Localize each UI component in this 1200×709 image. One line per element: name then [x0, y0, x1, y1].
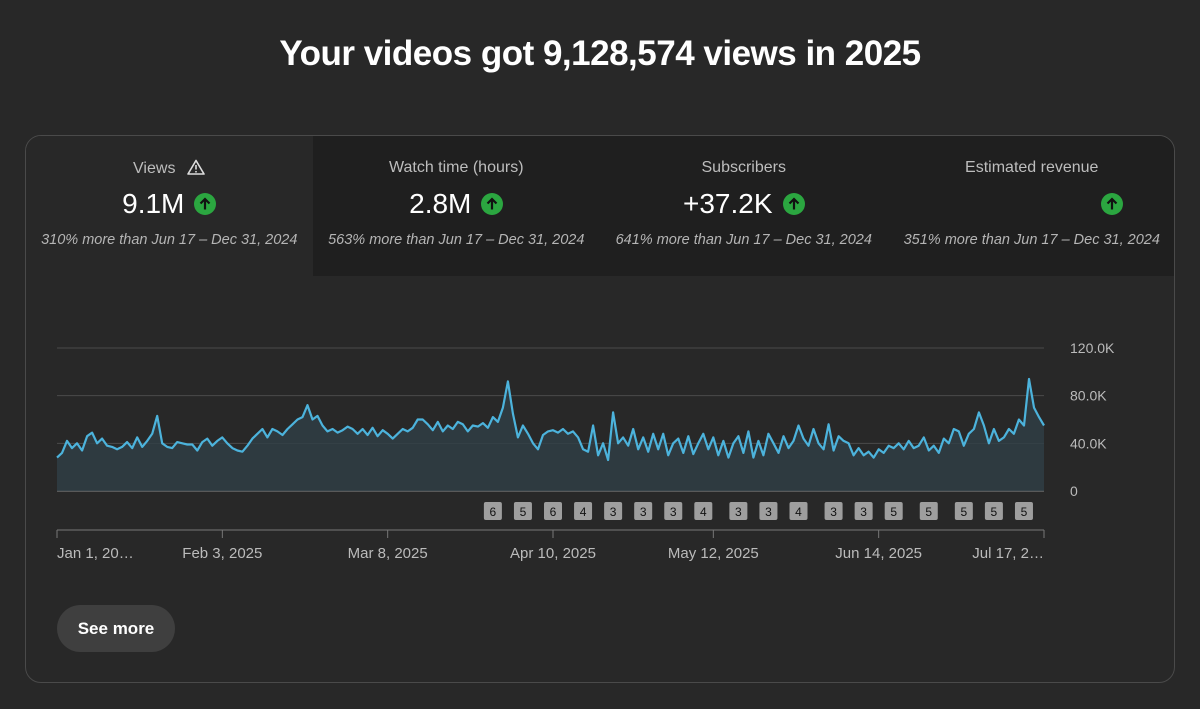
- metric-value: +37.2K: [682, 188, 773, 219]
- metric-label: Subscribers: [600, 159, 888, 177]
- metric-value-row: +37.2K: [600, 186, 888, 222]
- video-marker: [759, 502, 778, 520]
- video-marker: [954, 502, 973, 520]
- stats-panel: Views 9.1M 310% more than Jun 17 – Dec 31,…: [25, 135, 1175, 683]
- metric-value: 2.8M: [409, 188, 472, 219]
- up-arrow-icon: [1100, 193, 1123, 215]
- video-marker-count: 5: [1021, 505, 1028, 519]
- video-marker: [544, 502, 563, 520]
- y-tick-label: 80.0K: [1070, 388, 1107, 404]
- video-marker-count: 6: [490, 505, 497, 519]
- metric-label-text: Estimated revenue: [965, 159, 1099, 176]
- warning-icon: [187, 159, 206, 175]
- x-tick-label: Mar 8, 2025: [348, 545, 428, 562]
- metric-card[interactable]: Watch time (hours) 2.8M 563% more than Jun…: [312, 136, 601, 276]
- video-marker: [604, 502, 623, 520]
- x-tick-label: Jun 14, 2025: [835, 545, 922, 562]
- metric-label: Estimated revenue: [888, 159, 1175, 177]
- x-tick-label: Feb 3, 2025: [182, 545, 262, 562]
- metric-label-text: Views: [133, 160, 176, 177]
- video-marker: [1014, 502, 1033, 520]
- video-marker-count: 3: [735, 505, 742, 519]
- metric-label: Watch time (hours): [313, 159, 601, 177]
- video-marker: [664, 502, 683, 520]
- see-more-button[interactable]: See more: [57, 605, 175, 652]
- video-marker: [574, 502, 593, 520]
- up-arrow-icon: [782, 193, 805, 215]
- x-tick-label: Jul 17, 2…: [972, 545, 1044, 562]
- y-tick-label: 40.0K: [1070, 435, 1107, 451]
- video-marker: [884, 502, 903, 520]
- video-marker: [729, 502, 748, 520]
- video-marker-count: 5: [890, 505, 897, 519]
- video-marker-count: 3: [640, 505, 647, 519]
- video-marker-count: 4: [700, 505, 707, 519]
- video-marker-count: 6: [550, 505, 557, 519]
- metric-label-text: Subscribers: [701, 159, 786, 176]
- video-marker: [513, 502, 532, 520]
- video-marker-count: 3: [765, 505, 772, 519]
- video-marker-count: 5: [960, 505, 967, 519]
- y-tick-label: 0: [1070, 483, 1078, 499]
- video-marker: [824, 502, 843, 520]
- metric-label-text: Watch time (hours): [388, 159, 524, 176]
- video-marker-count: 4: [580, 505, 587, 519]
- video-marker: [483, 502, 502, 520]
- metric-value-row: 2.8M: [313, 186, 601, 222]
- x-tick-label: Apr 10, 2025: [510, 545, 596, 562]
- metric-value-row: 9.1M: [26, 186, 313, 222]
- video-marker: [694, 502, 713, 520]
- video-marker: [919, 502, 938, 520]
- video-marker-count: 3: [860, 505, 867, 519]
- metric-value: 9.1M: [122, 188, 185, 219]
- video-marker-count: 5: [520, 505, 527, 519]
- metric-comparison: 310% more than Jun 17 – Dec 31, 2024: [41, 232, 298, 248]
- video-marker-count: 5: [925, 505, 932, 519]
- up-arrow-icon: [481, 193, 504, 215]
- area: [57, 379, 1044, 491]
- x-tick-label: May 12, 2025: [668, 545, 759, 562]
- metric-label: Views: [26, 159, 313, 178]
- line: [56, 377, 1045, 462]
- page-title: Your videos got 9,128,574 views in 2025: [279, 34, 921, 73]
- metric-comparison: 563% more than Jun 17 – Dec 31, 2024: [328, 232, 585, 248]
- video-marker: [789, 502, 808, 520]
- video-marker-count: 3: [670, 505, 677, 519]
- metric-card[interactable]: Views 9.1M 310% more than Jun 17 – Dec 31,…: [26, 136, 314, 276]
- video-marker: [854, 502, 873, 520]
- video-marker-count: 3: [610, 505, 617, 519]
- video-marker: [984, 502, 1003, 520]
- x-tick-label: Jan 1, 20…: [57, 545, 134, 562]
- up-arrow-icon: [194, 193, 217, 215]
- metric-card[interactable]: Estimated revenue 351% more than Jun 17 –…: [887, 136, 1175, 276]
- metric-comparison: 641% more than Jun 17 – Dec 31, 2024: [615, 232, 872, 248]
- metric-comparison: 351% more than Jun 17 – Dec 31, 2024: [903, 232, 1160, 248]
- y-tick-label: 120.0K: [1070, 340, 1115, 356]
- video-marker-count: 4: [795, 505, 802, 519]
- video-marker-count: 3: [830, 505, 837, 519]
- video-marker: [634, 502, 653, 520]
- metric-value-row: [888, 186, 1175, 222]
- video-marker-count: 5: [991, 505, 998, 519]
